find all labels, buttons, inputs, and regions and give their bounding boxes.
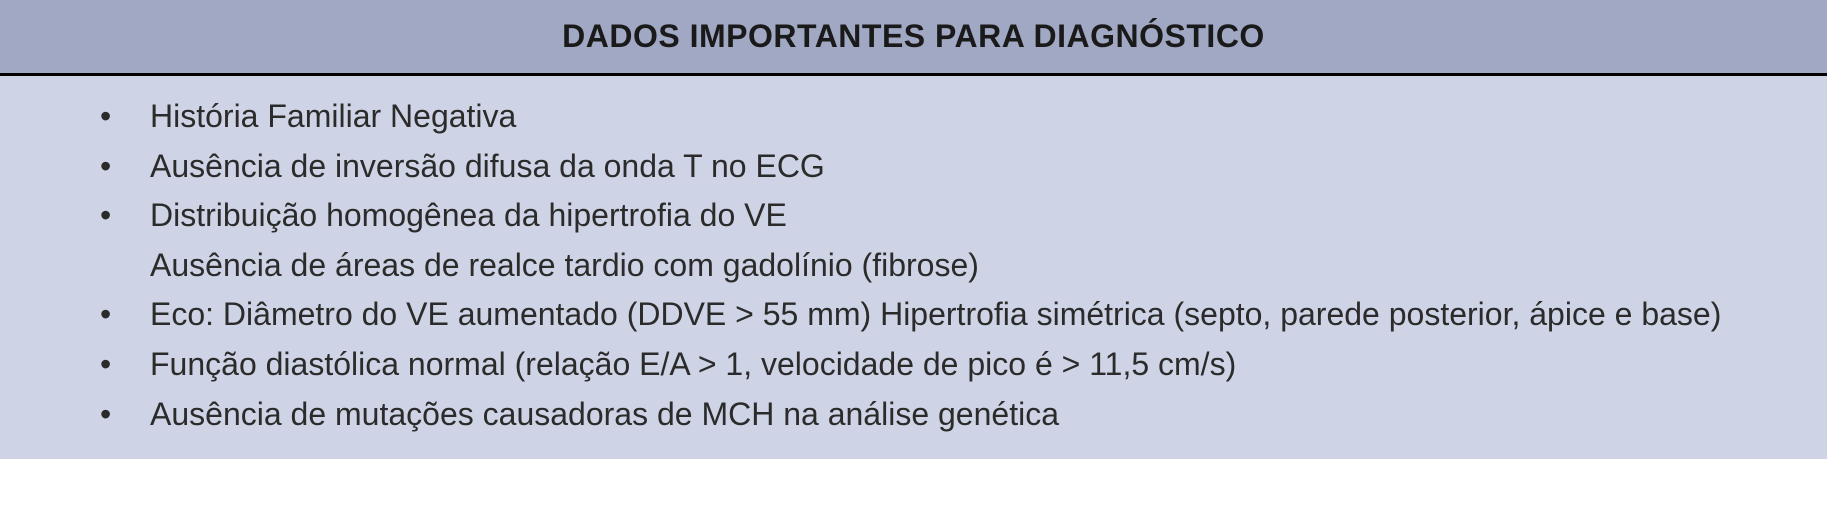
list-item: História Familiar Negativa [100,92,1767,142]
item-text: Função diastólica normal (relação E/A > … [150,346,1236,382]
list-item: Ausência de mutações causadoras de MCH n… [100,390,1767,440]
item-text: História Familiar Negativa [150,98,516,134]
item-subtext: Ausência de áreas de realce tardio com g… [150,241,1767,291]
bullet-list: História Familiar Negativa Ausência de i… [100,92,1767,439]
table-header: DADOS IMPORTANTES PARA DIAGNÓSTICO [0,0,1827,76]
list-item: Eco: Diâmetro do VE aumentado (DDVE > 55… [100,290,1767,340]
list-item: Distribuição homogênea da hipertrofia do… [100,191,1767,290]
diagnostic-table: DADOS IMPORTANTES PARA DIAGNÓSTICO Histó… [0,0,1827,459]
header-title: DADOS IMPORTANTES PARA DIAGNÓSTICO [562,18,1265,54]
list-item: Ausência de inversão difusa da onda T no… [100,142,1767,192]
item-text: Eco: Diâmetro do VE aumentado (DDVE > 55… [150,296,1721,332]
list-item: Função diastólica normal (relação E/A > … [100,340,1767,390]
table-content: História Familiar Negativa Ausência de i… [0,76,1827,459]
item-text: Ausência de inversão difusa da onda T no… [150,148,825,184]
item-text: Distribuição homogênea da hipertrofia do… [150,197,787,233]
item-text: Ausência de mutações causadoras de MCH n… [150,396,1059,432]
